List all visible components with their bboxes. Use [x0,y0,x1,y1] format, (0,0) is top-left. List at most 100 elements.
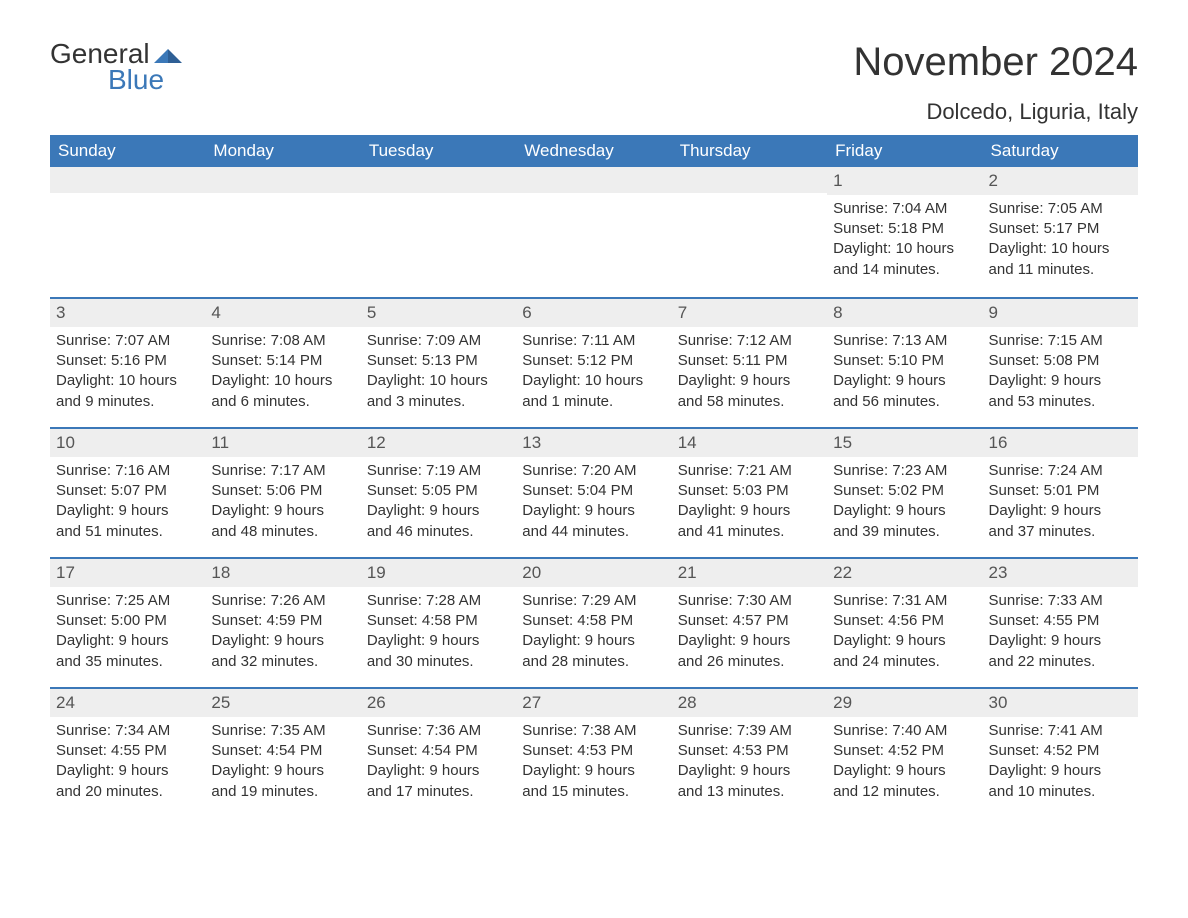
day-number: 11 [205,429,360,457]
sunrise-text: Sunrise: 7:09 AM [367,331,510,351]
daylight-line-1: Daylight: 9 hours [678,501,821,521]
day-cell: 5Sunrise: 7:09 AMSunset: 5:13 PMDaylight… [361,299,516,427]
daylight-line-1: Daylight: 9 hours [678,631,821,651]
day-cell [205,167,360,297]
sunset-text: Sunset: 5:03 PM [678,481,821,501]
dow-sunday: Sunday [50,135,205,167]
dow-friday: Friday [827,135,982,167]
sunset-text: Sunset: 5:18 PM [833,219,976,239]
sunrise-text: Sunrise: 7:07 AM [56,331,199,351]
day-cell: 3Sunrise: 7:07 AMSunset: 5:16 PMDaylight… [50,299,205,427]
sunset-text: Sunset: 4:54 PM [211,741,354,761]
day-number: 20 [516,559,671,587]
daylight-line-1: Daylight: 9 hours [989,371,1132,391]
sunset-text: Sunset: 5:11 PM [678,351,821,371]
sunrise-text: Sunrise: 7:31 AM [833,591,976,611]
location-label: Dolcedo, Liguria, Italy [853,99,1138,125]
dow-saturday: Saturday [983,135,1138,167]
day-body: Sunrise: 7:08 AMSunset: 5:14 PMDaylight:… [205,327,360,422]
daylight-line-2: and 11 minutes. [989,260,1132,280]
daylight-line-1: Daylight: 9 hours [522,631,665,651]
sunset-text: Sunset: 4:52 PM [833,741,976,761]
day-number: 15 [827,429,982,457]
day-body: Sunrise: 7:28 AMSunset: 4:58 PMDaylight:… [361,587,516,682]
day-body: Sunrise: 7:11 AMSunset: 5:12 PMDaylight:… [516,327,671,422]
day-number: 6 [516,299,671,327]
sunset-text: Sunset: 5:01 PM [989,481,1132,501]
sunrise-text: Sunrise: 7:16 AM [56,461,199,481]
day-body: Sunrise: 7:30 AMSunset: 4:57 PMDaylight:… [672,587,827,682]
daylight-line-2: and 48 minutes. [211,522,354,542]
daylight-line-2: and 14 minutes. [833,260,976,280]
sunrise-text: Sunrise: 7:08 AM [211,331,354,351]
day-body: Sunrise: 7:07 AMSunset: 5:16 PMDaylight:… [50,327,205,422]
day-body: Sunrise: 7:21 AMSunset: 5:03 PMDaylight:… [672,457,827,552]
day-body: Sunrise: 7:12 AMSunset: 5:11 PMDaylight:… [672,327,827,422]
daylight-line-2: and 41 minutes. [678,522,821,542]
day-number: 17 [50,559,205,587]
daylight-line-1: Daylight: 10 hours [522,371,665,391]
day-cell: 26Sunrise: 7:36 AMSunset: 4:54 PMDayligh… [361,689,516,817]
day-number: 13 [516,429,671,457]
day-number: 12 [361,429,516,457]
sunset-text: Sunset: 4:53 PM [522,741,665,761]
daylight-line-2: and 37 minutes. [989,522,1132,542]
daylight-line-1: Daylight: 9 hours [989,761,1132,781]
day-body: Sunrise: 7:04 AMSunset: 5:18 PMDaylight:… [827,195,982,290]
daylight-line-1: Daylight: 9 hours [833,501,976,521]
daylight-line-2: and 3 minutes. [367,392,510,412]
daylight-line-1: Daylight: 9 hours [989,631,1132,651]
daylight-line-2: and 12 minutes. [833,782,976,802]
daylight-line-2: and 20 minutes. [56,782,199,802]
daylight-line-1: Daylight: 9 hours [522,501,665,521]
day-cell: 23Sunrise: 7:33 AMSunset: 4:55 PMDayligh… [983,559,1138,687]
day-number: 10 [50,429,205,457]
day-body: Sunrise: 7:40 AMSunset: 4:52 PMDaylight:… [827,717,982,812]
day-cell: 21Sunrise: 7:30 AMSunset: 4:57 PMDayligh… [672,559,827,687]
daylight-line-2: and 19 minutes. [211,782,354,802]
day-number: 8 [827,299,982,327]
daylight-line-2: and 39 minutes. [833,522,976,542]
sunset-text: Sunset: 4:58 PM [367,611,510,631]
daylight-line-2: and 6 minutes. [211,392,354,412]
day-number: 16 [983,429,1138,457]
day-body: Sunrise: 7:35 AMSunset: 4:54 PMDaylight:… [205,717,360,812]
day-cell: 25Sunrise: 7:35 AMSunset: 4:54 PMDayligh… [205,689,360,817]
daylight-line-2: and 32 minutes. [211,652,354,672]
day-cell: 24Sunrise: 7:34 AMSunset: 4:55 PMDayligh… [50,689,205,817]
day-number: 7 [672,299,827,327]
day-cell: 17Sunrise: 7:25 AMSunset: 5:00 PMDayligh… [50,559,205,687]
day-cell: 28Sunrise: 7:39 AMSunset: 4:53 PMDayligh… [672,689,827,817]
daylight-line-1: Daylight: 9 hours [56,501,199,521]
daylight-line-1: Daylight: 10 hours [367,371,510,391]
logo: General Blue [50,40,182,94]
sunset-text: Sunset: 5:06 PM [211,481,354,501]
daylight-line-1: Daylight: 10 hours [833,239,976,259]
dow-wednesday: Wednesday [516,135,671,167]
sunrise-text: Sunrise: 7:34 AM [56,721,199,741]
day-body: Sunrise: 7:31 AMSunset: 4:56 PMDaylight:… [827,587,982,682]
day-cell: 4Sunrise: 7:08 AMSunset: 5:14 PMDaylight… [205,299,360,427]
sunrise-text: Sunrise: 7:23 AM [833,461,976,481]
week-row: 3Sunrise: 7:07 AMSunset: 5:16 PMDaylight… [50,297,1138,427]
sunset-text: Sunset: 5:00 PM [56,611,199,631]
day-cell [50,167,205,297]
daylight-line-1: Daylight: 9 hours [56,631,199,651]
day-cell [361,167,516,297]
sunrise-text: Sunrise: 7:39 AM [678,721,821,741]
day-body: Sunrise: 7:29 AMSunset: 4:58 PMDaylight:… [516,587,671,682]
daylight-line-2: and 17 minutes. [367,782,510,802]
daylight-line-2: and 13 minutes. [678,782,821,802]
day-cell: 18Sunrise: 7:26 AMSunset: 4:59 PMDayligh… [205,559,360,687]
daylight-line-1: Daylight: 9 hours [678,371,821,391]
daylight-line-1: Daylight: 10 hours [211,371,354,391]
daylight-line-2: and 58 minutes. [678,392,821,412]
day-body: Sunrise: 7:16 AMSunset: 5:07 PMDaylight:… [50,457,205,552]
empty-day-strip [672,167,827,193]
sunset-text: Sunset: 4:52 PM [989,741,1132,761]
day-body: Sunrise: 7:15 AMSunset: 5:08 PMDaylight:… [983,327,1138,422]
day-number: 14 [672,429,827,457]
day-body: Sunrise: 7:25 AMSunset: 5:00 PMDaylight:… [50,587,205,682]
day-cell: 8Sunrise: 7:13 AMSunset: 5:10 PMDaylight… [827,299,982,427]
sunset-text: Sunset: 5:05 PM [367,481,510,501]
